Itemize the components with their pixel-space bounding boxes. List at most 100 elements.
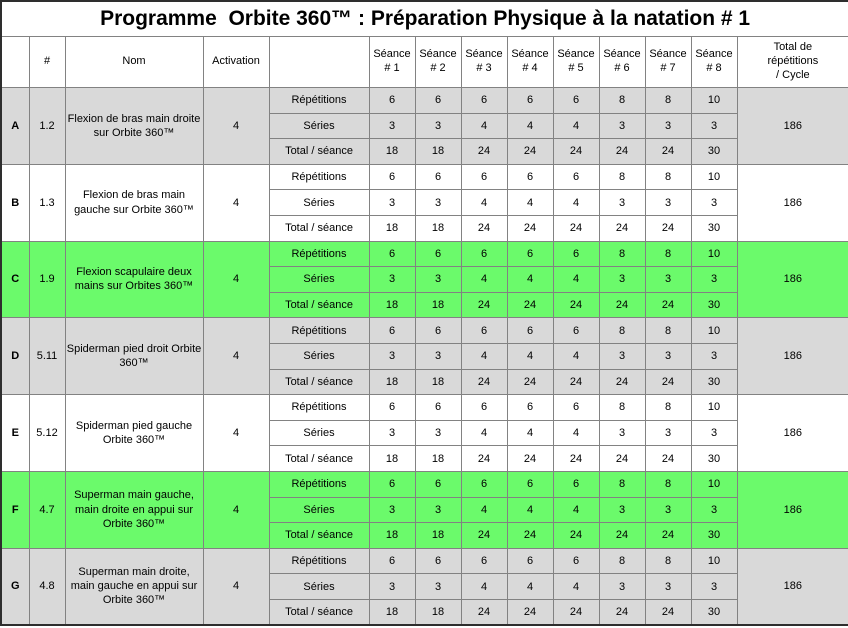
metric-label-total-seance: Total / séance: [268, 522, 370, 549]
exercise-row-repetitions: E 5.12 Spiderman pied gauche Orbite 360™…: [0, 394, 848, 472]
metric-label-series: Séries: [268, 266, 370, 293]
repetitions-value: 6: [552, 394, 600, 421]
header-row: # Nom Activation Séance # 1 Séance # 2 S…: [0, 36, 848, 88]
series-value: 3: [368, 419, 416, 447]
metric-label-repetitions: Répétitions: [268, 87, 370, 114]
series-value: 4: [506, 573, 554, 600]
repetitions-value: 6: [552, 470, 600, 498]
repetitions-value: 6: [506, 240, 554, 268]
metric-label-series: Séries: [268, 419, 370, 447]
title-row: Programme Orbite 360™ : Préparation Phys…: [0, 0, 848, 37]
metric-label-total-seance: Total / séance: [268, 214, 370, 242]
exercise-name: Flexion de bras main droite sur Orbite 3…: [64, 87, 204, 165]
series-value: 3: [598, 573, 646, 600]
total-seance-value: 24: [506, 598, 554, 626]
metric-label-series: Séries: [268, 189, 370, 216]
activation-value: 4: [202, 163, 270, 242]
series-value: 3: [690, 496, 738, 524]
total-seance-value: 24: [644, 522, 692, 549]
series-value: 3: [644, 419, 692, 447]
total-seance-value: 18: [414, 368, 462, 396]
repetitions-value: 6: [552, 547, 600, 575]
metric-label-repetitions: Répétitions: [268, 317, 370, 344]
series-value: 4: [552, 419, 600, 447]
session-number: # 5: [568, 62, 584, 74]
total-seance-value: 24: [598, 598, 646, 626]
repetitions-value: 8: [598, 240, 646, 268]
metric-label-series: Séries: [268, 496, 370, 524]
total-seance-value: 18: [368, 138, 416, 165]
repetitions-value: 8: [598, 470, 646, 498]
metric-label-series: Séries: [268, 573, 370, 600]
session-number: # 7: [660, 62, 676, 74]
repetitions-value: 6: [368, 394, 416, 421]
repetitions-value: 6: [460, 394, 508, 421]
cycle-total-value: 186: [736, 87, 848, 165]
series-value: 3: [644, 189, 692, 216]
series-value: 4: [460, 419, 508, 447]
total-seance-value: 24: [552, 138, 600, 165]
total-seance-value: 24: [598, 291, 646, 319]
series-value: 4: [460, 496, 508, 524]
exercise-number: 1.2: [28, 87, 66, 165]
exercise-name: Flexion scapulaire deux mains sur Orbite…: [64, 240, 204, 319]
series-value: 3: [598, 189, 646, 216]
row-letter: F: [0, 470, 30, 549]
header-session-6: Séance # 6: [598, 36, 646, 88]
repetitions-value: 6: [506, 163, 554, 191]
series-value: 3: [690, 189, 738, 216]
row-letter: C: [0, 240, 30, 319]
series-value: 3: [368, 266, 416, 293]
total-seance-value: 30: [690, 522, 738, 549]
exercise-row-repetitions: D 5.11 Spiderman pied droit Orbite 360™ …: [0, 317, 848, 396]
repetitions-value: 8: [644, 547, 692, 575]
row-letter: D: [0, 317, 30, 396]
total-seance-value: 30: [690, 291, 738, 319]
series-value: 3: [414, 573, 462, 600]
total-seance-value: 18: [414, 138, 462, 165]
repetitions-value: 8: [644, 240, 692, 268]
cycle-total-value: 186: [736, 394, 848, 472]
series-value: 4: [552, 573, 600, 600]
series-value: 3: [368, 496, 416, 524]
total-seance-value: 24: [598, 522, 646, 549]
series-value: 3: [598, 496, 646, 524]
header-session-3: Séance # 3: [460, 36, 508, 88]
row-letter: E: [0, 394, 30, 472]
series-value: 4: [506, 419, 554, 447]
repetitions-value: 6: [506, 394, 554, 421]
series-value: 3: [644, 496, 692, 524]
repetitions-value: 6: [414, 470, 462, 498]
repetitions-value: 10: [690, 547, 738, 575]
session-number: # 3: [476, 62, 492, 74]
series-value: 4: [460, 342, 508, 370]
repetitions-value: 8: [598, 163, 646, 191]
exercise-number: 4.8: [28, 547, 66, 626]
series-value: 3: [690, 419, 738, 447]
repetitions-value: 6: [460, 163, 508, 191]
session-number: # 1: [384, 62, 400, 74]
repetitions-value: 8: [644, 470, 692, 498]
repetitions-value: 6: [414, 240, 462, 268]
metric-label-repetitions: Répétitions: [268, 470, 370, 498]
header-session-1: Séance # 1: [368, 36, 416, 88]
metric-label-total-seance: Total / séance: [268, 368, 370, 396]
series-value: 4: [552, 189, 600, 216]
exercise-name: Spiderman pied gauche Orbite 360™: [64, 394, 204, 472]
series-value: 4: [552, 496, 600, 524]
repetitions-value: 6: [414, 163, 462, 191]
total-seance-value: 24: [460, 445, 508, 472]
repetitions-value: 6: [460, 470, 508, 498]
total-seance-value: 24: [460, 291, 508, 319]
exercise-number: 4.7: [28, 470, 66, 549]
total-seance-value: 24: [552, 445, 600, 472]
header-name: Nom: [64, 36, 204, 88]
repetitions-value: 6: [506, 470, 554, 498]
metric-label-total-seance: Total / séance: [268, 138, 370, 165]
exercise-rows: A 1.2 Flexion de bras main droite sur Or…: [0, 87, 848, 626]
repetitions-value: 6: [414, 394, 462, 421]
metric-label-total-seance: Total / séance: [268, 445, 370, 472]
total-seance-value: 24: [644, 214, 692, 242]
session-number: # 8: [706, 62, 722, 74]
